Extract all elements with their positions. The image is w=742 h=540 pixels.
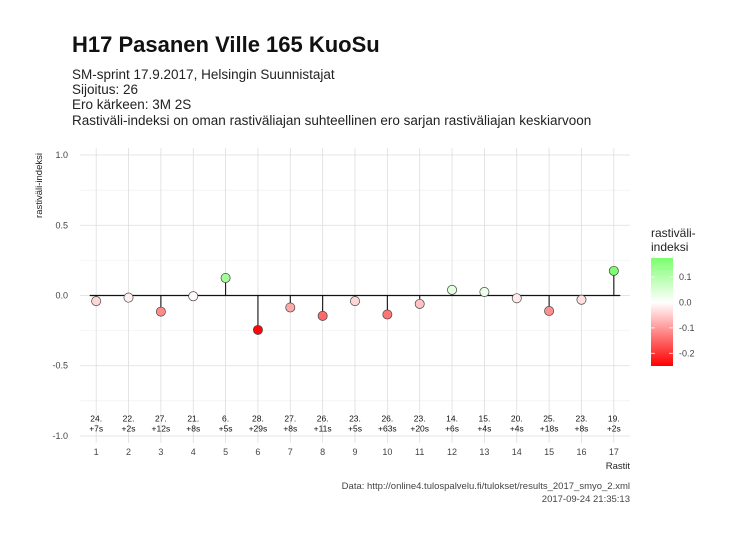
annotation-diff: +5s	[219, 423, 233, 433]
legend-ticks: 0.1 0.0 -0.1 -0.2	[651, 272, 695, 358]
data-point	[479, 287, 490, 297]
x-tick-label: 10	[382, 447, 392, 457]
data-point	[220, 272, 231, 283]
annotation-rank: 19.	[608, 413, 620, 423]
data-point	[252, 324, 263, 335]
annotation-rank: 28.	[252, 413, 264, 423]
annotation-rank: 26.	[317, 413, 329, 423]
page-title: H17 Pasanen Ville 165 KuoSu	[72, 32, 380, 57]
data-point	[123, 292, 134, 303]
y-tick-label: 0.5	[55, 220, 68, 230]
annotation-rank: 26.	[381, 413, 393, 423]
data-point	[511, 293, 522, 304]
data-point	[544, 306, 555, 316]
caption-timestamp: 2017-09-24 21:35:13	[541, 494, 630, 505]
legend-title-line-1: rastiväli-	[651, 226, 696, 240]
x-tick-label: 8	[320, 447, 325, 457]
data-point	[576, 294, 587, 305]
subtitle-rank: Sijoitus: 26	[72, 82, 139, 97]
y-tick-label: 1.0	[55, 150, 68, 160]
annotation-rank: 6.	[222, 413, 229, 423]
y-tick-label: 0.0	[55, 291, 68, 301]
annotation-rank: 20.	[511, 413, 523, 423]
data-point	[382, 309, 393, 320]
annotation-diff: +8s	[283, 423, 297, 433]
annotation-diff: +6s	[445, 423, 459, 433]
annotation-diff: +4s	[510, 423, 524, 433]
x-tick-label: 4	[191, 447, 196, 457]
data-point	[285, 302, 296, 313]
annotation-diff: +7s	[89, 423, 103, 433]
annotations: 24.+7s22.+2s27.+12s21.+8s6.+5s28.+29s27.…	[89, 413, 621, 433]
annotation-diff: +63s	[378, 423, 397, 433]
data-point	[317, 310, 328, 321]
data-point	[91, 296, 102, 307]
annotation-rank: 21.	[187, 413, 199, 423]
x-tick-label: 16	[576, 447, 586, 457]
annotation-diff: +11s	[314, 423, 332, 433]
x-tick-label: 14	[512, 447, 522, 457]
data-point	[608, 265, 619, 276]
data-point	[155, 306, 166, 317]
legend-tick-label: 0.0	[679, 297, 692, 307]
data-point	[447, 284, 458, 295]
x-tick-label: 12	[447, 447, 457, 457]
annotation-diff: +18s	[540, 423, 559, 433]
caption-source: Data: http://online4.tulospalvelu.fi/tul…	[341, 481, 630, 492]
legend-title-line-2: indeksi	[651, 240, 688, 254]
x-tick-label: 1	[94, 447, 99, 457]
annotation-rank: 22.	[123, 413, 135, 423]
x-tick-label: 13	[479, 447, 489, 457]
annotation-diff: +8s	[186, 423, 200, 433]
legend-tick-label: -0.2	[679, 348, 695, 358]
annotation-diff: +2s	[607, 423, 621, 433]
subtitle-description: Rastiväli-indeksi on oman rastiväliajan …	[72, 113, 592, 128]
y-axis-ticks: -1.0 -0.5 0.0 0.5 1.0	[52, 150, 68, 441]
x-tick-label: 3	[158, 447, 163, 457]
annotation-rank: 15.	[478, 413, 490, 423]
annotation-rank: 23.	[576, 413, 588, 423]
data-point	[188, 291, 199, 302]
x-tick-label: 7	[288, 447, 293, 457]
data-point	[414, 298, 425, 309]
data-point	[350, 296, 360, 307]
y-tick-label: -1.0	[52, 431, 68, 441]
legend: rastiväli- indeksi 0.1 0.0 -0.1 -0.2	[651, 226, 696, 366]
annotation-rank: 23.	[414, 413, 426, 423]
annotation-rank: 24.	[90, 413, 102, 423]
x-tick-label: 11	[415, 447, 424, 457]
x-axis-ticks: 1 2 3 4 5 6 7 8 9 10 11 12 13 14 15 16 17	[94, 447, 619, 457]
y-tick-label: -0.5	[52, 361, 68, 371]
subtitle-event: SM-sprint 17.9.2017, Helsingin Suunnista…	[72, 67, 335, 82]
annotation-rank: 14.	[446, 413, 458, 423]
y-axis-label: rastiväli-indeksi	[34, 153, 45, 218]
annotation-diff: +8s	[574, 423, 588, 433]
x-tick-label: 2	[126, 447, 131, 457]
x-tick-label: 5	[223, 447, 228, 457]
points	[91, 265, 619, 335]
annotation-rank: 27.	[284, 413, 296, 423]
subtitle-gap: Ero kärkeen: 3M 2S	[72, 97, 192, 112]
annotation-diff: +29s	[249, 423, 268, 433]
annotation-diff: +20s	[410, 423, 429, 433]
x-tick-label: 6	[255, 447, 260, 457]
legend-tick-label: -0.1	[679, 323, 695, 333]
grid-lines	[80, 148, 630, 443]
annotation-diff: +12s	[152, 423, 171, 433]
x-tick-label: 15	[544, 447, 554, 457]
annotation-rank: 23.	[349, 413, 361, 423]
annotation-diff: +2s	[122, 423, 136, 433]
annotation-diff: +4s	[477, 423, 491, 433]
annotation-rank: 27.	[155, 413, 167, 423]
x-axis-label: Rastit	[606, 461, 631, 472]
annotation-diff: +5s	[348, 423, 362, 433]
legend-colorbar	[651, 258, 673, 366]
annotation-rank: 25.	[543, 413, 555, 423]
legend-tick-label: 0.1	[679, 272, 692, 282]
x-tick-label: 9	[352, 447, 357, 457]
x-tick-label: 17	[609, 447, 619, 457]
